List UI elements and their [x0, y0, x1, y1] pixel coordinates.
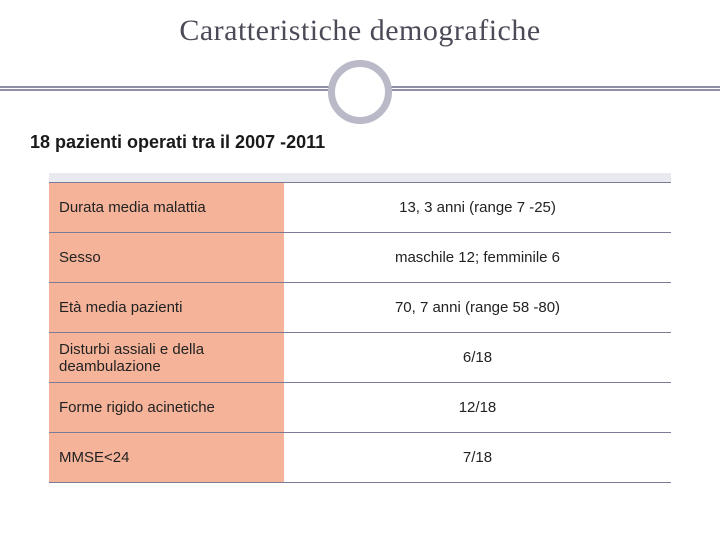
row-value: 6/18: [284, 333, 671, 383]
row-value: maschile 12; femminile 6: [284, 233, 671, 283]
demographics-table: Durata media malattia 13, 3 anni (range …: [49, 182, 671, 483]
row-label: Forme rigido acinetiche: [49, 383, 284, 433]
row-label: Disturbi assiali e della deambulazione: [49, 333, 284, 383]
row-label: Durata media malattia: [49, 183, 284, 233]
table-row: Durata media malattia 13, 3 anni (range …: [49, 183, 671, 233]
slide: { "colors": { "title_text": "#4b4b58", "…: [0, 0, 720, 540]
table-row: Forme rigido acinetiche 12/18: [49, 383, 671, 433]
row-label: Età media pazienti: [49, 283, 284, 333]
table-row: Età media pazienti 70, 7 anni (range 58 …: [49, 283, 671, 333]
row-value: 12/18: [284, 383, 671, 433]
row-value: 7/18: [284, 433, 671, 483]
slide-subtitle: 18 pazienti operati tra il 2007 -2011: [30, 132, 325, 153]
table-row: MMSE<24 7/18: [49, 433, 671, 483]
table-top-shade: [49, 173, 671, 182]
row-value: 70, 7 anni (range 58 -80): [284, 283, 671, 333]
table-row: Disturbi assiali e della deambulazione 6…: [49, 333, 671, 383]
row-label: Sesso: [49, 233, 284, 283]
slide-title: Caratteristiche demografiche: [0, 14, 720, 48]
row-label: MMSE<24: [49, 433, 284, 483]
table-body: Durata media malattia 13, 3 anni (range …: [49, 183, 671, 483]
row-value: 13, 3 anni (range 7 -25): [284, 183, 671, 233]
table-row: Sesso maschile 12; femminile 6: [49, 233, 671, 283]
circle-ornament: [328, 60, 392, 124]
